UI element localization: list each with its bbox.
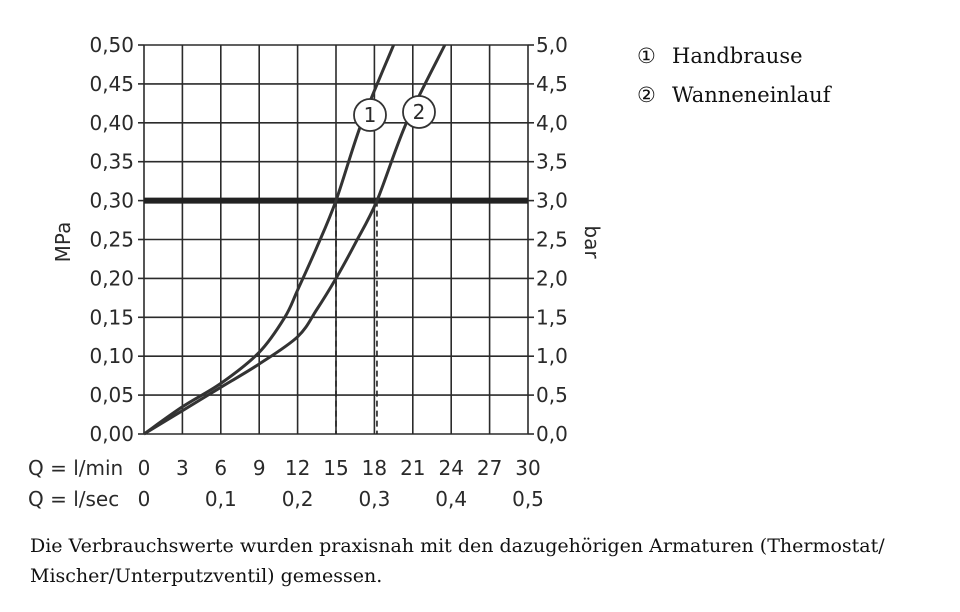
y-tick-left: 0,00 [89,422,134,446]
y-tick-right: 2,5 [536,228,568,252]
y-tick-right: 3,0 [536,189,568,213]
y-tick-left: 0,05 [89,383,134,407]
y-tick-left: 0,50 [89,33,134,57]
x-tick-lmin: 6 [214,456,227,480]
series-line-1 [143,44,395,436]
x-tick-lsec: 0,5 [512,487,544,511]
y-tick-right: 0,0 [536,422,568,446]
x-tick-lsec: 0,3 [358,487,390,511]
y-tick-right: 0,5 [536,383,568,407]
y-tick-right: 1,5 [536,305,568,329]
legend-symbol-2: ② [637,83,656,107]
x-tick-lsec: 0 [138,487,151,511]
series-layer [143,44,447,436]
y-tick-left: 0,20 [89,266,134,290]
x-tick-lsec: 0,1 [205,487,237,511]
y-tick-right: 1,0 [536,344,568,368]
curve-marker-label-2: 2 [413,100,426,124]
x-tick-lmin: 9 [253,456,266,480]
legend-label-2: Wanneneinlauf [672,83,833,107]
legend-label-1: Handbrause [672,44,803,68]
legend: ① Handbrause ② Wanneneinlauf [637,44,833,107]
drop-lines [335,200,378,434]
caption: Die Verbrauchswerte wurden praxisnah mit… [30,531,930,591]
series-line-2 [143,44,447,436]
x-tick-lmin: 12 [285,456,310,480]
y-tick-right: 4,0 [536,111,568,135]
y-tick-left: 0,25 [89,228,134,252]
y-tick-left: 0,45 [89,72,134,96]
y-tick-right: 5,0 [536,33,568,57]
x-tick-lmin: 27 [477,456,502,480]
x-tick-lmin: 24 [438,456,463,480]
y-tick-right: 3,5 [536,150,568,174]
x-tick-lmin: 3 [176,456,189,480]
curve-marker-label-1: 1 [364,103,377,127]
y-tick-left: 0,15 [89,305,134,329]
x-tick-lmin: 30 [515,456,540,480]
x-tick-lsec: 0,4 [435,487,467,511]
y-tick-left: 0,10 [89,344,134,368]
y-tick-left: 0,35 [89,150,134,174]
y-tick-right: 2,0 [536,266,568,290]
x-tick-lsec: 0,2 [282,487,314,511]
right-axis-title: bar [580,225,604,259]
x-tick-lmin: 15 [323,456,348,480]
x-tick-lmin: 18 [362,456,387,480]
curve-marker-1 [353,98,387,132]
y-tick-left: 0,30 [89,189,134,213]
caption-line-1: Die Verbrauchswerte wurden praxisnah mit… [30,535,885,557]
left-axis-title: MPa [51,222,75,263]
tick-labels: 0 3 6 9 12 15 18 21 24 27 300,00 0,00,05 0,50,10 1,00… [89,33,567,511]
curve-marker-2 [402,95,436,129]
x-axis-lmin-title: Q = l/min [28,456,123,480]
y-tick-left: 0,40 [89,111,134,135]
caption-line-2: Mischer/Unterputzventil) gemessen. [30,565,383,587]
x-tick-lmin: 21 [400,456,425,480]
x-tick-lmin: 0 [138,456,151,480]
x-axis-lsec-title: Q = l/sec [28,487,119,511]
y-tick-right: 4,5 [536,72,568,96]
legend-symbol-1: ① [637,44,656,68]
